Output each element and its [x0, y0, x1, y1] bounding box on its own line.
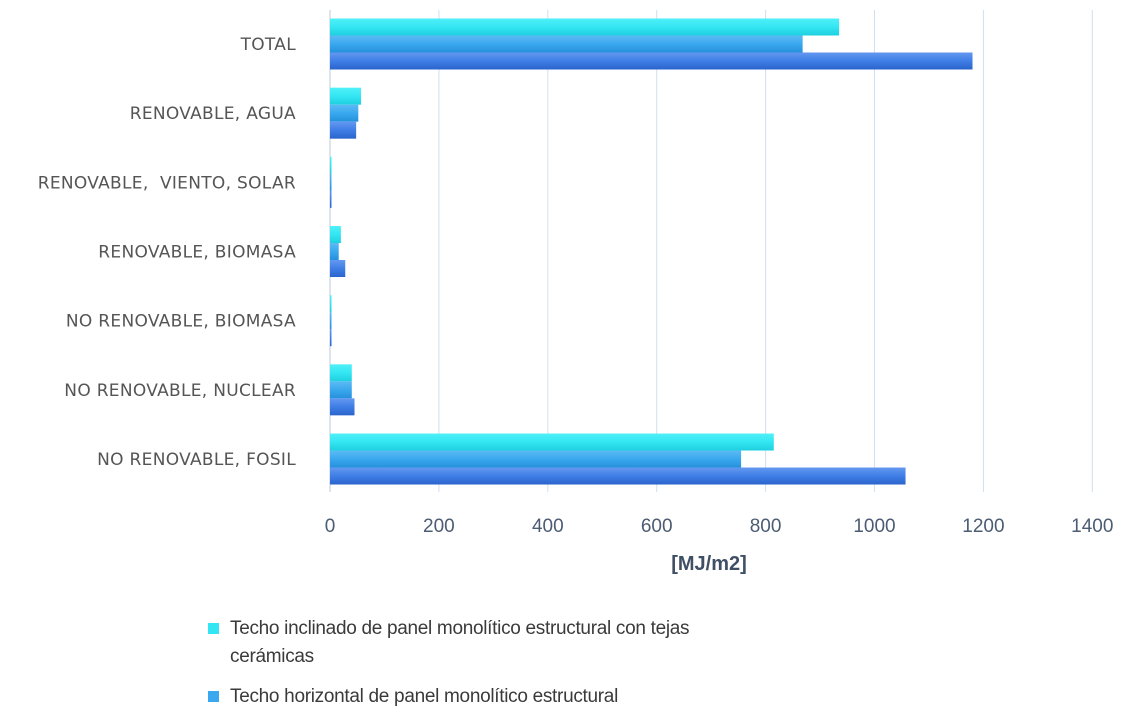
gridlines: [329, 10, 1093, 492]
x-axis-ticks: 0 200 400 600 800 1000 1200 1400: [325, 516, 1114, 537]
x-axis-title: [MJ/m2]: [671, 553, 747, 575]
bar-series-2: [330, 450, 742, 468]
bar-series-3: [330, 398, 355, 416]
bar-series-3: [330, 467, 906, 485]
x-tick-label: 200: [423, 516, 455, 537]
bar-series-2: [330, 381, 352, 399]
category-label: NO RENOVABLE, NUCLEAR: [64, 381, 296, 401]
x-tick-label: 800: [750, 516, 782, 537]
x-tick-label: 600: [641, 516, 673, 537]
bar-series-1: [330, 87, 362, 105]
bar-series-1: [330, 18, 840, 36]
bar-series-1: [330, 433, 774, 451]
bar-series-2: [330, 243, 339, 261]
x-tick-label: 400: [532, 516, 564, 537]
x-tick-label: 1000: [853, 516, 895, 537]
legend-swatch: [208, 623, 219, 634]
bar-series-3: [330, 190, 332, 208]
legend-label: Techo inclinado de panel monolítico estr…: [230, 618, 689, 639]
category-label: NO RENOVABLE, FOSIL: [97, 450, 296, 470]
legend-swatch: [208, 691, 219, 702]
bar-series-2: [330, 173, 332, 191]
x-tick-label: 1200: [962, 516, 1004, 537]
bar-series-1: [330, 295, 332, 313]
x-tick-label: 0: [325, 516, 336, 537]
bar-series-1: [330, 226, 341, 244]
bar-series-3: [330, 121, 357, 139]
bar-series-2: [330, 104, 359, 122]
bar-series-3: [330, 260, 346, 278]
legend: Techo inclinado de panel monolítico estr…: [208, 618, 690, 707]
bar-series-1: [330, 364, 352, 382]
legend-label: cerámicas: [230, 646, 314, 667]
bar-series-3: [330, 52, 973, 70]
category-label: RENOVABLE, BIOMASA: [98, 243, 296, 263]
category-label: RENOVABLE, VIENTO, SOLAR: [38, 173, 296, 193]
category-label: RENOVABLE, AGUA: [130, 104, 296, 124]
bar-series-2: [330, 35, 803, 53]
category-label: TOTAL: [240, 35, 297, 55]
legend-label: Techo horizontal de panel monolítico est…: [230, 686, 618, 707]
bars: [330, 18, 973, 485]
bar-series-2: [330, 312, 332, 330]
category-labels: TOTAL RENOVABLE, AGUA RENOVABLE, VIENTO, S…: [38, 35, 296, 470]
x-tick-label: 1400: [1071, 516, 1113, 537]
bar-series-1: [330, 156, 332, 174]
bar-series-3: [330, 329, 332, 347]
category-label: NO RENOVABLE, BIOMASA: [66, 312, 296, 332]
